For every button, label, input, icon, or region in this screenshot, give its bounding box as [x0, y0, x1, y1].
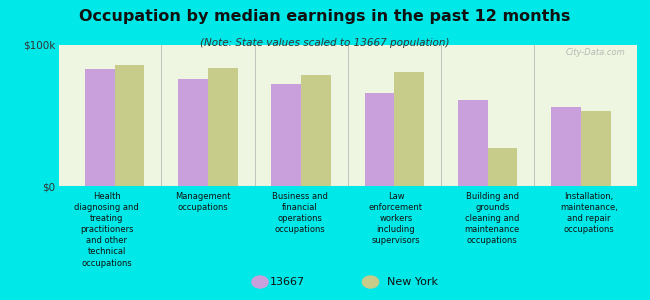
- Text: Building and
grounds
cleaning and
maintenance
occupations: Building and grounds cleaning and mainte…: [465, 192, 520, 245]
- Bar: [395, 72, 424, 186]
- Bar: [365, 93, 395, 186]
- Text: Health
diagnosing and
treating
practitioners
and other
technical
occupations: Health diagnosing and treating practitio…: [74, 192, 139, 268]
- Text: New York: New York: [387, 277, 437, 287]
- Text: Law
enforcement
workers
including
supervisors: Law enforcement workers including superv…: [369, 192, 423, 245]
- Text: 13667: 13667: [270, 277, 305, 287]
- Bar: [551, 107, 581, 186]
- Bar: [178, 79, 208, 186]
- Bar: [114, 65, 144, 186]
- Text: Installation,
maintenance,
and repair
occupations: Installation, maintenance, and repair oc…: [560, 192, 618, 234]
- Bar: [271, 85, 301, 186]
- Text: City-Data.com: City-Data.com: [566, 48, 625, 57]
- Text: Management
occupations: Management occupations: [176, 192, 231, 212]
- Bar: [301, 75, 331, 186]
- Text: Occupation by median earnings in the past 12 months: Occupation by median earnings in the pas…: [79, 9, 571, 24]
- Bar: [84, 69, 114, 186]
- Bar: [488, 148, 517, 186]
- Bar: [208, 68, 238, 186]
- Text: Business and
financial
operations
occupations: Business and financial operations occupa…: [272, 192, 328, 234]
- Bar: [581, 111, 611, 186]
- Text: (Note: State values scaled to 13667 population): (Note: State values scaled to 13667 popu…: [200, 38, 450, 47]
- Bar: [458, 100, 488, 186]
